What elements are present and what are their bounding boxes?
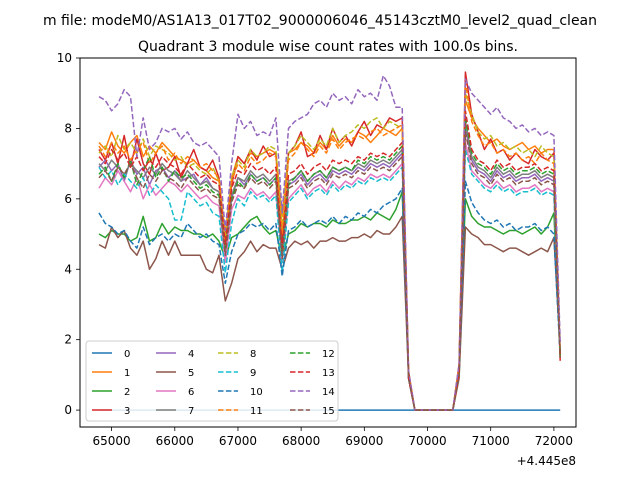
x-tick-label: 72000 [535,434,573,448]
legend-label: 2 [124,387,130,398]
series-line-14 [98,74,561,411]
series-line-12 [98,117,561,411]
legend-label: 7 [188,406,194,417]
series-line-8 [98,92,561,411]
figure-suptitle: m file: modeM0/AS1A13_017T02_9000006046_… [43,13,597,29]
legend-label: 14 [322,387,335,398]
series-line-2 [98,191,561,411]
legend-label: 8 [250,349,256,360]
series-line-9 [98,148,561,411]
x-axis: 65000 66000 67000 68000 69000 70000 71000 72000 [92,427,573,448]
x-tick-label: 68000 [282,434,320,448]
legend-label: 10 [250,387,263,398]
x-tick-label: 70000 [408,434,446,448]
legend-label: 3 [124,406,130,417]
x-tick-label: 69000 [345,434,383,448]
chart-title: Quadrant 3 module wise count rates with … [138,39,518,55]
legend-label: 15 [322,406,335,417]
series-lines [98,71,561,411]
y-tick-label: 8 [64,121,72,135]
x-tick-label: 67000 [219,434,257,448]
legend-label: 9 [250,368,256,379]
series-line-5 [98,215,561,411]
plot-frame [79,57,577,428]
x-tick-label: 71000 [472,434,510,448]
legend-label: 1 [124,368,130,379]
legend-label: 12 [322,349,335,360]
series-line-1 [98,99,561,411]
y-tick-label: 2 [64,333,72,347]
y-tick-label: 0 [64,403,72,417]
series-line-15 [98,131,561,411]
legend-label: 0 [124,349,130,360]
series-line-13 [98,110,561,411]
x-tick-label: 66000 [156,434,194,448]
x-tick-label: 65000 [92,434,130,448]
y-axis: 0 2 4 6 8 10 [57,51,80,417]
legend-label: 11 [250,406,263,417]
series-line-11 [98,81,561,411]
legend-box [85,340,339,422]
y-tick-label: 10 [57,51,72,65]
legend-label: 5 [188,368,194,379]
legend-label: 13 [322,368,335,379]
series-line-6 [98,141,561,411]
y-tick-label: 6 [64,192,72,206]
series-line-10 [98,180,561,411]
legend-label: 6 [188,387,194,398]
x-axis-offset-label: +4.445e8 [517,454,576,468]
legend-label: 4 [188,349,194,360]
y-tick-label: 4 [64,262,72,276]
